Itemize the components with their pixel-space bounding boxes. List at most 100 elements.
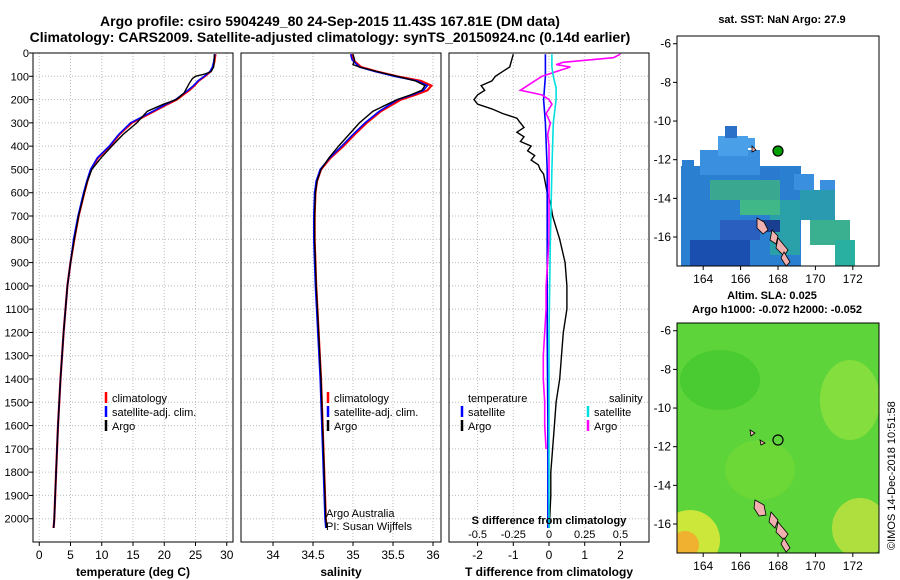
- x-tick-label: 0: [36, 548, 43, 562]
- plot-title-line-1: Argo profile: csiro 5904249_80 24-Sep-20…: [100, 13, 560, 29]
- x-axis-label: temperature (deg C): [76, 565, 190, 579]
- s-diff-tick-label: 0.5: [613, 529, 628, 541]
- y-tick-label: 400: [11, 141, 29, 153]
- sst-pixel-block: [835, 240, 855, 266]
- sst-map: [676, 35, 880, 267]
- panel-temperature: 0 5 10 15 20 25 30 temperature (deg C) climatolo…: [32, 52, 234, 579]
- panel-frame: [240, 52, 442, 543]
- sst-map-title: sat. SST: NaN Argo: 27.9: [718, 14, 846, 26]
- sla-map-axes: 164 166 168 170 172 -6 -8 -10 -12 -14 -16: [654, 324, 863, 573]
- x-tick-label: 2: [617, 548, 624, 562]
- island-shape: [768, 511, 779, 529]
- x-tick-label: 0: [546, 548, 553, 562]
- sst-pixel-block: [710, 180, 780, 200]
- x-tick-label: 36: [426, 548, 440, 562]
- lat-tick-label: -8: [660, 362, 671, 376]
- y-tick-label: 900: [11, 258, 29, 270]
- argo-float-marker: [772, 145, 784, 157]
- lat-tick-label: -10: [654, 401, 672, 415]
- lat-tick-label: -12: [654, 153, 672, 167]
- depth-axis: 0 100 200 300 400 500 600 700 800 900 1000 1100 1200…: [5, 48, 33, 526]
- lat-tick-label: -6: [660, 324, 671, 338]
- legend-label: satellite: [594, 407, 631, 419]
- lon-tick-label: 172: [843, 272, 863, 286]
- lat-tick-label: -14: [654, 478, 672, 492]
- y-tick-label: 600: [11, 188, 29, 200]
- x-tick-label: 1: [581, 548, 588, 562]
- s-diff-tick-label: -0.25: [501, 529, 526, 541]
- sst-pixel-block: [745, 138, 755, 148]
- y-tick-label: 100: [11, 71, 29, 83]
- island-shape: [780, 251, 791, 267]
- sst-pixel-block: [740, 200, 780, 215]
- lat-tick-label: -6: [660, 37, 671, 51]
- lon-tick-label: 172: [843, 559, 863, 573]
- legend-label: Argo: [594, 421, 617, 433]
- legend-heading-temperature: temperature: [468, 393, 527, 405]
- climatology-line: [313, 53, 434, 529]
- s-diff-tick-label: 0.25: [574, 529, 595, 541]
- sst-pixel-block: [682, 160, 694, 170]
- legend-label: climatology: [334, 393, 390, 405]
- x-tick-label: 5: [67, 548, 74, 562]
- lon-tick-label: 168: [768, 272, 788, 286]
- sst-pixel-block: [720, 220, 760, 240]
- y-tick-label: 1000: [5, 281, 29, 293]
- y-tick-label: 0: [23, 48, 29, 60]
- island-shape: [769, 229, 779, 245]
- difference-legend: temperature satellite Argo salinity satellit…: [460, 393, 643, 433]
- sla-blob: [725, 440, 795, 500]
- x-tick-label: 20: [158, 548, 172, 562]
- y-tick-label: 700: [11, 211, 29, 223]
- sst-pixel-block: [690, 240, 750, 266]
- x-tick-label: -2: [472, 548, 483, 562]
- legend-label: satellite-adj. clim.: [112, 407, 196, 419]
- sst-satellite-pixels: [681, 126, 855, 266]
- y-tick-label: 500: [11, 164, 29, 176]
- x-tick-label: 25: [189, 548, 203, 562]
- x-tick-label: 30: [220, 548, 234, 562]
- sst-pixel-block: [725, 126, 737, 138]
- sst-pixel-block: [718, 136, 748, 156]
- x-tick-label: 35: [346, 548, 360, 562]
- x-tick-label: 15: [126, 548, 140, 562]
- profile-panels: 0100200300400500600700800900100011001200…: [5, 37, 864, 579]
- y-tick-label: 1900: [5, 490, 29, 502]
- sst-pixel-block: [820, 180, 835, 190]
- y-tick-label: 200: [11, 95, 29, 107]
- lon-tick-label: 164: [693, 272, 713, 286]
- legend-label: climatology: [112, 393, 168, 405]
- plot-title-line-2: Climatology: CARS2009. Satellite-adjuste…: [29, 29, 631, 45]
- s-diff-tick-label: -0.5: [468, 529, 487, 541]
- y-tick-label: 1800: [5, 467, 29, 479]
- y-tick-label: 800: [11, 234, 29, 246]
- lat-tick-label: -16: [654, 517, 672, 531]
- argo-float-marker: [772, 434, 784, 446]
- y-tick-label: 1600: [5, 421, 29, 433]
- sla-blob: [680, 350, 760, 410]
- sst-map-axes: 164 166 168 170 172 -6 -8 -10 -12 -14 -16: [654, 37, 863, 286]
- x-tick-label: 34: [266, 548, 280, 562]
- x-axis-label: T difference from climatology: [465, 565, 633, 579]
- legend-label: Argo: [112, 421, 135, 433]
- salinity-legend: climatology satellite-adj. clim. Argo: [326, 392, 418, 433]
- lon-tick-label: 168: [768, 559, 788, 573]
- salinity-argo-diff-line: [518, 53, 621, 449]
- lat-tick-label: -16: [654, 230, 672, 244]
- sla-map-title-1: Altim. SLA: 0.025: [727, 290, 817, 302]
- lat-tick-label: -8: [660, 75, 671, 89]
- island-shape: [756, 217, 769, 235]
- x-tick-label: 34.5: [301, 548, 325, 562]
- lat-tick-label: -14: [654, 191, 672, 205]
- y-tick-label: 1400: [5, 374, 29, 386]
- sla-blob: [820, 360, 879, 440]
- salinity-satellite-diff-line: [548, 54, 557, 528]
- sst-pixel-block: [800, 190, 835, 220]
- sla-map-title-2: Argo h1000: -0.072 h2000: -0.052: [692, 304, 862, 316]
- argo-line: [52, 54, 215, 529]
- legend-label: satellite-adj. clim.: [334, 407, 418, 419]
- argo-line: [313, 54, 427, 529]
- sla-anomaly-field: [677, 350, 879, 553]
- temperature-satellite-diff-line: [542, 54, 549, 528]
